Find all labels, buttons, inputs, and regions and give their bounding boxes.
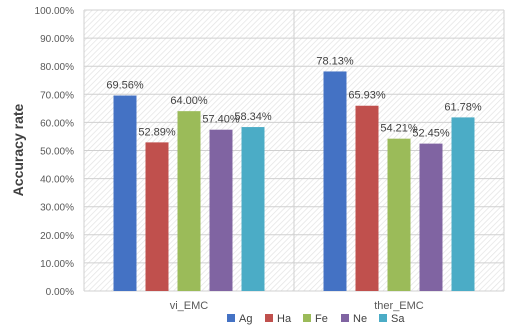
y-tick-label: 50.00% — [40, 147, 74, 158]
x-category-label: vi_EMC — [170, 300, 209, 312]
bar-ag-ther_emc — [323, 71, 347, 291]
legend-swatch-fe — [303, 314, 311, 322]
data-label: 58.34% — [234, 111, 272, 123]
bar-sa-ther_emc — [451, 117, 475, 292]
y-tick-label: 70.00% — [40, 90, 74, 101]
y-tick-label: 10.00% — [40, 259, 74, 270]
y-tick-label: 90.00% — [40, 34, 74, 45]
data-label: 78.13% — [316, 55, 354, 67]
data-label: 54.21% — [380, 123, 418, 135]
data-label: 69.56% — [106, 80, 144, 92]
bar-ne-ther_emc — [419, 143, 443, 291]
y-tick-label: 30.00% — [40, 203, 74, 214]
bar-fe-ther_emc — [387, 138, 411, 291]
y-tick-label: 100.00% — [35, 6, 75, 17]
data-label: 64.00% — [170, 95, 208, 107]
legend-label-ag: Ag — [239, 313, 252, 325]
y-tick-label: 40.00% — [40, 175, 74, 186]
legend-swatch-ag — [227, 314, 235, 322]
bar-ha-ther_emc — [355, 105, 379, 292]
legend-swatch-sa — [379, 314, 387, 322]
bar-ag-vi_emc — [113, 95, 137, 291]
legend-swatch-ha — [265, 314, 273, 322]
y-tick-label: 0.00% — [46, 287, 74, 298]
data-label: 57.40% — [202, 114, 240, 126]
bars — [113, 71, 475, 292]
bar-sa-vi_emc — [241, 127, 265, 291]
data-label: 61.78% — [444, 101, 482, 113]
x-category-label: ther_EMC — [374, 300, 424, 312]
y-tick-label: 60.00% — [40, 118, 74, 129]
bar-fe-vi_emc — [177, 111, 201, 291]
y-tick-label: 20.00% — [40, 231, 74, 242]
data-label: 52.89% — [138, 126, 176, 138]
data-label: 52.45% — [412, 128, 450, 140]
legend-label-ne: Ne — [353, 313, 367, 325]
data-label: 65.93% — [348, 90, 386, 102]
y-axis-ticks: 0.00% 10.00% 20.00% 30.00% 40.00% 50.00% 60.00… — [35, 6, 75, 298]
y-tick-label: 80.00% — [40, 62, 74, 73]
legend-label-fe: Fe — [315, 313, 328, 325]
legend-swatch-ne — [341, 314, 349, 322]
bar-ha-vi_emc — [145, 142, 169, 291]
y-axis-label: Accuracy rate — [10, 103, 26, 196]
data-labels: 69.56% 52.89% 64.00% 57.40%58.34% 78.13% 65.9… — [106, 55, 482, 139]
legend-label-sa: Sa — [391, 313, 405, 325]
legend: Ag Ha Fe Ne Sa — [227, 313, 405, 325]
legend-label-ha: Ha — [277, 313, 292, 325]
bar-ne-vi_emc — [209, 129, 233, 291]
x-axis-categories: vi_EMC ther_EMC — [170, 300, 424, 312]
